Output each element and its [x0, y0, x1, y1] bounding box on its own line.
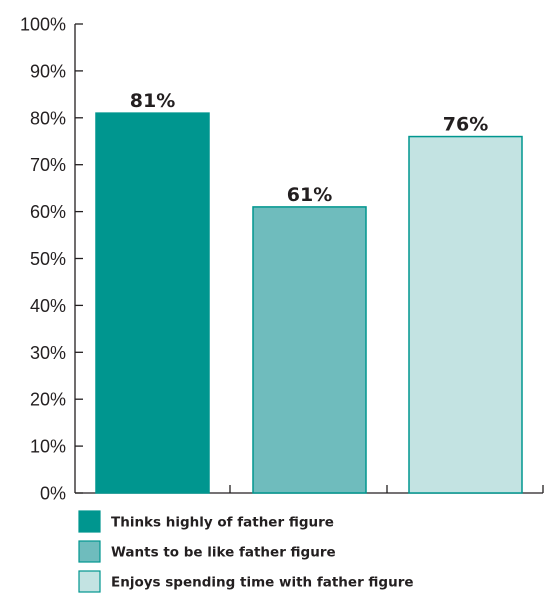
legend: Thinks highly of father figure Wants to b… — [78, 510, 414, 593]
y-tick-label: 90% — [30, 61, 66, 81]
y-tick-label: 0% — [40, 484, 66, 504]
data-label: 81% — [130, 90, 175, 112]
bars — [95, 112, 523, 494]
y-tick-label: 40% — [30, 296, 66, 316]
data-label: 61% — [287, 184, 332, 206]
data-labels: 81% 61% 76% — [130, 90, 488, 206]
y-tick-label: 50% — [30, 249, 66, 269]
y-axis: 0% 10% 20% 30% 40% 50% 60% 70% 80% 90% 100% — [20, 15, 83, 504]
legend-swatch — [78, 510, 101, 533]
bar — [252, 206, 367, 494]
y-tick-label: 10% — [30, 437, 66, 457]
legend-label: Thinks highly of father figure — [111, 515, 334, 531]
y-tick-label: 60% — [30, 202, 66, 222]
legend-label: Wants to be like father figure — [111, 545, 336, 561]
data-label: 76% — [443, 114, 488, 136]
legend-item: Enjoys spending time with father figure — [78, 570, 414, 593]
y-tick-label: 80% — [30, 108, 66, 128]
y-tick-label: 30% — [30, 343, 66, 363]
legend-label: Enjoys spending time with father figure — [111, 575, 414, 591]
legend-item: Wants to be like father figure — [78, 540, 336, 563]
bar — [95, 112, 210, 494]
y-tick-label: 20% — [30, 390, 66, 410]
y-tick-label: 100% — [20, 15, 66, 35]
legend-item: Thinks highly of father figure — [78, 510, 334, 533]
legend-swatch — [78, 570, 101, 593]
legend-swatch — [78, 540, 101, 563]
y-tick-label: 70% — [30, 155, 66, 175]
bar — [408, 135, 523, 494]
